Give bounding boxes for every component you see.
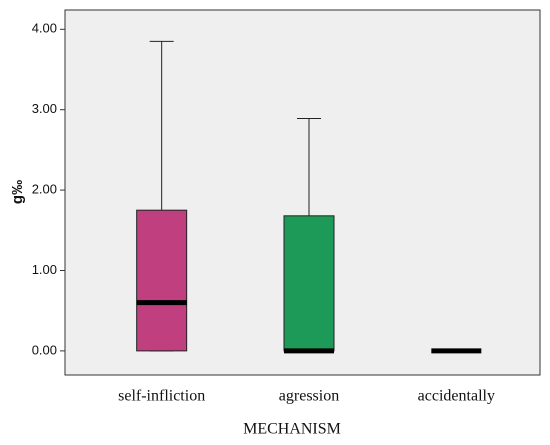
x-tick-label: self-infliction: [118, 388, 205, 405]
y-tick-label: 2.00: [32, 182, 57, 197]
box: [136, 209, 188, 352]
box: [283, 215, 335, 352]
y-tick-label: 3.00: [32, 101, 57, 116]
x-tick-label: agression: [279, 388, 339, 405]
x-axis-label: MECHANISM: [243, 421, 341, 438]
y-tick-label: 1.00: [32, 262, 57, 277]
y-tick-label: 0.00: [32, 342, 57, 357]
y-tick-label: 4.00: [32, 21, 57, 36]
x-tick-label: accidentally: [418, 388, 495, 405]
y-axis-label: g‰: [9, 180, 26, 204]
